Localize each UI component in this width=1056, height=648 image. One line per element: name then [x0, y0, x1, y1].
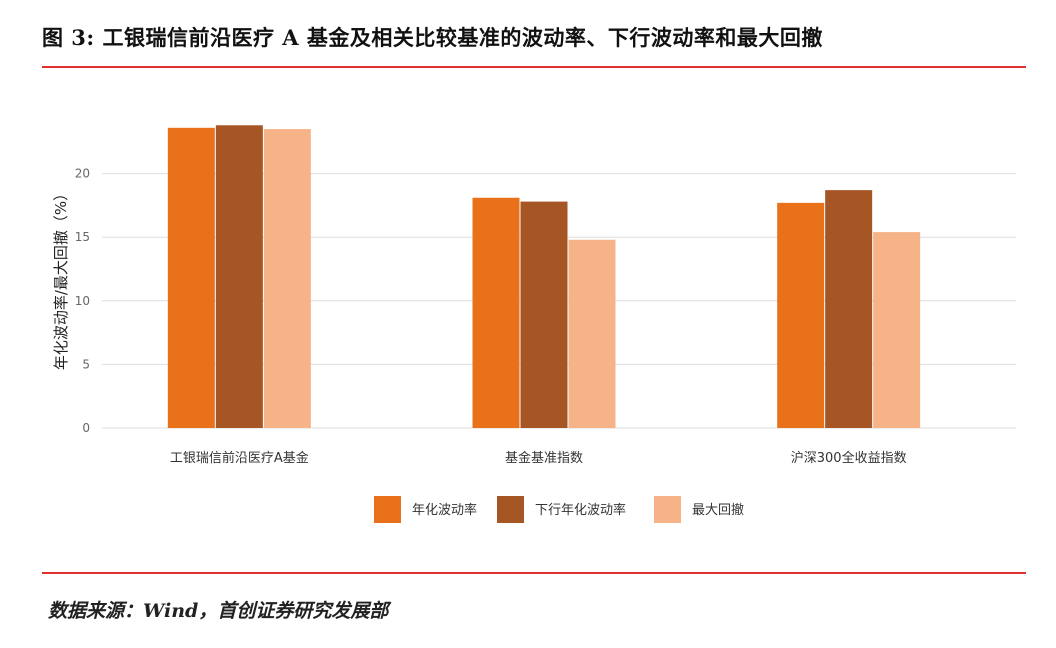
figure-title: 图 3: 工银瑞信前沿医疗 A 基金及相关比较基准的波动率、下行波动率和最大回撤: [42, 25, 823, 50]
legend-swatch: [654, 496, 681, 523]
bars: [167, 125, 921, 429]
y-tick-labels: 0 5 10 15 20: [75, 167, 90, 435]
bottom-rule: [42, 572, 1026, 574]
bar: [520, 201, 568, 428]
legend-label: 下行年化波动率: [535, 502, 626, 518]
bar: [215, 125, 263, 428]
category-label: 沪深300全收益指数: [791, 450, 907, 466]
y-tick-label: 15: [75, 230, 90, 244]
bar-chart: 0 5 10 15 20 工银瑞信前沿医疗A基金 基金基准指数 沪深300全收益指数 年化波…: [52, 125, 1016, 523]
y-tick-label: 20: [75, 167, 90, 181]
source-note: 数据来源：Wind，首创证券研究发展部: [48, 600, 389, 622]
bar: [472, 197, 520, 428]
category-label: 工银瑞信前沿医疗A基金: [170, 450, 309, 466]
y-tick-label: 10: [75, 294, 90, 308]
legend-swatch: [497, 496, 524, 523]
bar: [873, 232, 921, 428]
bar: [777, 202, 825, 428]
bar: [568, 239, 616, 428]
category-label: 基金基准指数: [505, 450, 583, 466]
y-tick-label: 5: [82, 357, 90, 371]
top-rule: [42, 66, 1026, 68]
bar: [825, 190, 873, 428]
legend-swatch: [374, 496, 401, 523]
category-labels: 工银瑞信前沿医疗A基金 基金基准指数 沪深300全收益指数: [170, 450, 907, 466]
bar: [167, 127, 215, 429]
legend: 年化波动率 下行年化波动率 最大回撤: [374, 496, 744, 523]
y-tick-label: 0: [82, 421, 90, 435]
legend-label: 最大回撤: [692, 502, 744, 518]
y-axis-title: 年化波动率/最大回撤（%）: [52, 186, 70, 370]
bar: [263, 129, 311, 428]
legend-label: 年化波动率: [412, 502, 477, 518]
